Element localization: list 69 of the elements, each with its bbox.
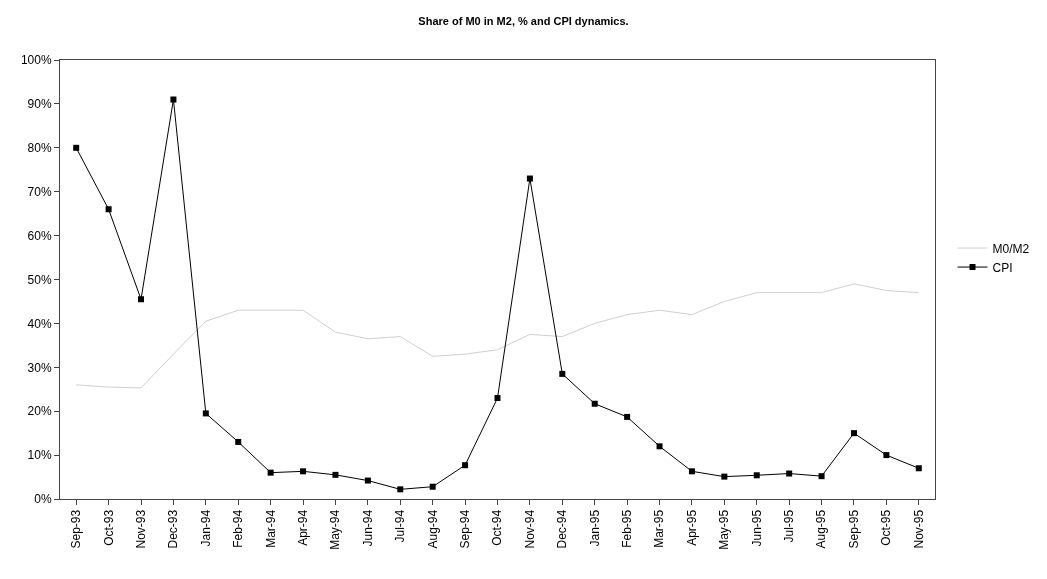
x-tick-label: Apr-94 [295,509,310,546]
x-tick-label: Mar-95 [652,509,667,548]
y-tick-label: 80% [27,141,52,155]
point [462,462,469,469]
point [656,443,663,450]
point [883,452,890,459]
x-tick-label: Nov-95 [911,509,926,549]
y-tick-label: 40% [27,316,52,331]
y-tick-label: 20% [27,404,52,419]
point [105,206,112,213]
x-tick-label: Jul-94 [393,509,408,543]
line-series [75,283,920,389]
x-tick-label: Dec-93 [166,509,181,549]
point [202,410,209,417]
x-tick-label: Jan-95 [587,509,602,547]
y-tick-label: 50% [27,272,52,287]
legend-label: M0/M2 [992,241,1030,256]
x-tick-label: Oct-93 [101,509,116,546]
x-tick-label: May-95 [717,509,732,550]
x-tick-label: Sep-93 [69,509,84,549]
y-tick-label: 70% [27,184,52,199]
point [915,465,922,472]
point [721,473,728,480]
point [235,438,242,445]
point [332,471,339,478]
y-tick-label: 90% [27,97,52,112]
y-tick-label: 30% [27,360,52,375]
x-tick-label: Jun-94 [360,509,375,547]
x-tick-label: Dec-94 [555,509,570,549]
point [138,296,145,303]
x-tick-label: Jan-94 [198,509,213,547]
x-tick-label: Oct-94 [490,509,505,546]
point [170,96,177,103]
x-tick-label: Nov-94 [522,509,537,549]
point [591,400,598,407]
x-tick-label: Aug-95 [814,509,829,549]
point [753,472,760,479]
y-tick-label: 10% [27,448,52,463]
x-tick-label: Mar-94 [263,509,278,548]
point [818,473,825,480]
point [494,395,501,402]
x-tick-label: Aug-94 [425,509,440,549]
point [397,486,404,493]
x-tick-label: May-94 [328,509,343,550]
y-tick-label: 60% [27,228,52,243]
x-tick-label: Jun-95 [749,509,764,547]
chart-title: Share of M0 in M2, % and CPI dynamics. [418,15,629,28]
x-tick-label: Oct-95 [879,509,894,546]
x-tick-label: Nov-93 [133,509,148,549]
y-tick-label: 0% [34,492,52,507]
point [73,144,80,151]
point [300,468,307,475]
point [559,370,566,377]
x-tick-label: Sep-94 [457,509,472,549]
point [624,413,631,420]
point [850,430,857,437]
x-tick-label: Feb-94 [231,509,246,548]
point [267,469,274,476]
y-tick-label: 100% [20,53,52,68]
point [429,483,436,490]
point [688,468,695,475]
point [364,477,371,484]
legend-label: CPI [992,260,1013,275]
point [526,175,533,182]
x-tick-label: Apr-95 [684,509,699,546]
point [786,470,793,477]
x-tick-label: Jul-95 [782,509,797,543]
x-tick-label: Feb-95 [620,509,635,548]
x-tick-label: Sep-95 [846,509,861,549]
